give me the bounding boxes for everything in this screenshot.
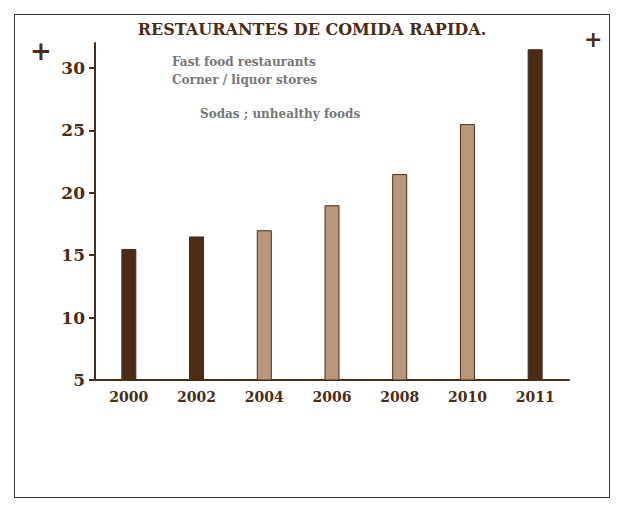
svg-text:15: 15	[61, 245, 85, 265]
svg-text:30: 30	[61, 58, 85, 78]
svg-text:Fast food restaurants: Fast food restaurants	[172, 55, 316, 69]
svg-text:25: 25	[61, 120, 85, 140]
svg-text:10: 10	[61, 308, 85, 328]
svg-text:2011: 2011	[516, 389, 555, 405]
svg-text:2010: 2010	[448, 389, 487, 405]
svg-text:Corner / liquor stores: Corner / liquor stores	[172, 73, 317, 87]
svg-text:Sodas ; unhealthy foods: Sodas ; unhealthy foods	[200, 107, 360, 121]
svg-text:2006: 2006	[313, 389, 352, 405]
svg-text:2000: 2000	[109, 389, 148, 405]
svg-text:RESTAURANTES DE COMIDA RAPIDA.: RESTAURANTES DE COMIDA RAPIDA.	[138, 20, 486, 39]
svg-text:2002: 2002	[177, 389, 216, 405]
svg-text:2004: 2004	[245, 389, 284, 405]
svg-text:20: 20	[61, 183, 85, 203]
svg-text:5: 5	[73, 370, 85, 390]
svg-text:2008: 2008	[380, 389, 419, 405]
svg-text:+: +	[30, 36, 52, 66]
svg-text:+: +	[584, 26, 602, 52]
